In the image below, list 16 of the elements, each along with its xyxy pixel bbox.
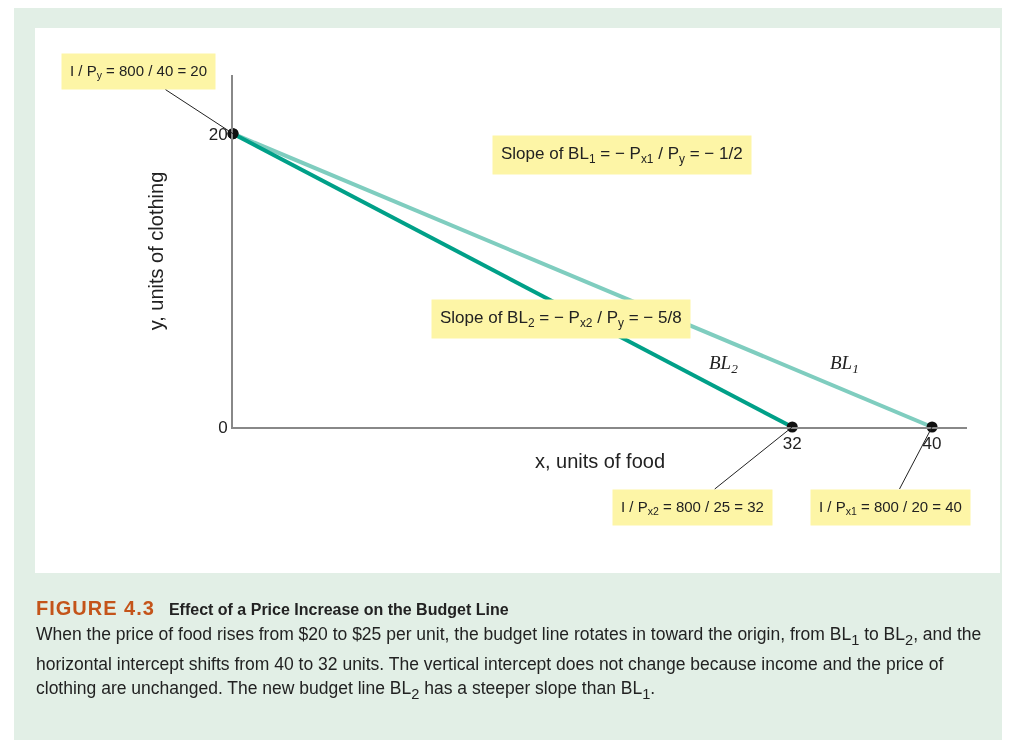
x-axis-title: x, units of food bbox=[534, 450, 666, 473]
series-label: BL$_{1}$ bbox=[830, 352, 859, 376]
annotation: I / P$_{y}$ = 800 / 40 = 20 bbox=[70, 62, 208, 82]
text: Effect of a Price Increase on the Budget Line bbox=[168, 601, 509, 618]
text: FIGURE 4.3 bbox=[36, 597, 155, 619]
annotation: Slope of BL$_{1}$ = − P$_{x1}$ / P$_{y}$ = − 1/2 bbox=[501, 144, 743, 166]
y-tick-label: 0 bbox=[218, 417, 228, 437]
x-tick-label: 32 bbox=[782, 434, 802, 454]
x-tick-label: 40 bbox=[922, 434, 942, 454]
annotation: Slope of BL$_{2}$ = − P$_{x2}$ / P$_{y}$ = − 5/8 bbox=[440, 308, 682, 330]
annotation: I / P$_{x2}$ = 800 / 25 = 32 bbox=[621, 498, 764, 518]
y-axis-title: y, units of clothing bbox=[144, 171, 167, 331]
series-label: BL$_{2}$ bbox=[709, 352, 739, 376]
text: When the price of food rises from $20 to $25 per unit, the budget line rotates in toward the origin, from BL$_{1}$ to BL$_{2}$, and the horizontal intercept shifts from 40 to 32 units. The vertical intercept does not change because income and the price of clothing are unchanged. The new budget line BL$_{2}$ has a steeper slope than BL$_{1}$. bbox=[36, 624, 982, 701]
annotation: I / P$_{x1}$ = 800 / 20 = 40 bbox=[819, 498, 962, 518]
y-tick-label: 20 bbox=[208, 124, 228, 144]
